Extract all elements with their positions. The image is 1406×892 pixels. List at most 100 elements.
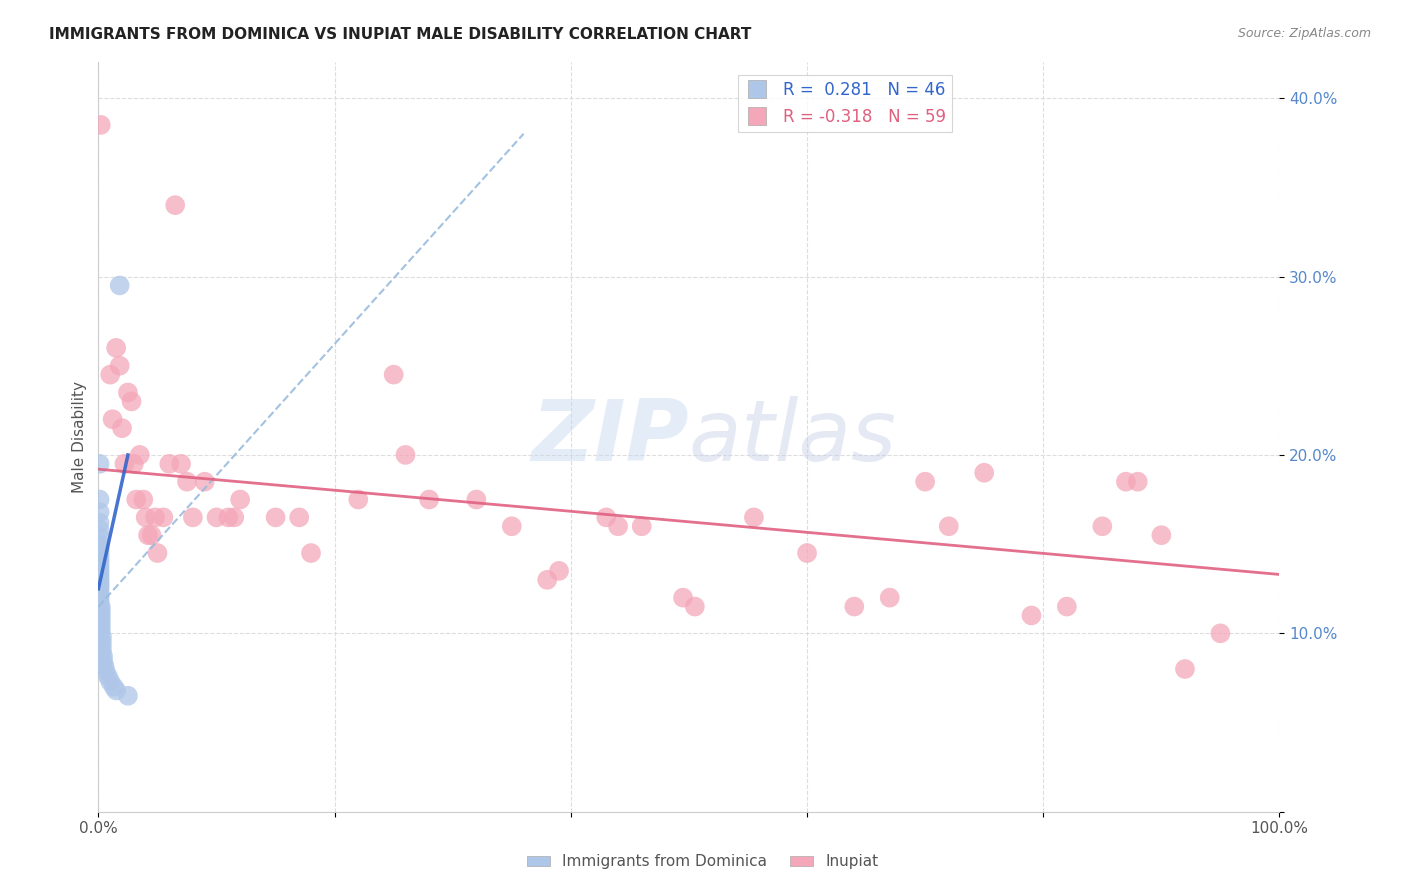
Point [122,457,145,471]
Point [181,510,204,524]
Point [89,576,111,591]
Point [91,649,114,664]
Point [136,528,159,542]
Point [89,516,111,530]
Point [91,635,114,649]
Point [205,510,228,524]
Point [394,448,416,462]
Point [229,492,252,507]
Point [165,198,187,212]
Point [217,510,239,524]
Point [105,341,128,355]
Point [117,689,139,703]
Point [501,519,523,533]
Point [97,669,120,683]
Point [108,278,131,293]
Point [89,555,111,569]
Point [382,368,405,382]
Point [89,544,111,558]
Point [1174,662,1197,676]
Point [89,492,111,507]
Point [89,505,111,519]
Point [90,599,112,614]
Point [94,664,117,678]
Point [117,385,139,400]
Point [90,614,112,628]
Point [98,368,121,382]
Point [105,683,128,698]
Point [90,621,112,635]
Point [630,519,652,533]
Point [224,510,246,524]
Point [1056,599,1078,614]
Point [465,492,488,507]
Point [89,541,111,555]
Point [1209,626,1232,640]
Point [90,617,112,632]
Point [89,566,111,580]
Point [1021,608,1043,623]
Point [89,457,111,471]
Point [89,585,111,599]
Text: IMMIGRANTS FROM DOMINICA VS INUPIAT MALE DISABILITY CORRELATION CHART: IMMIGRANTS FROM DOMINICA VS INUPIAT MALE… [49,27,752,42]
Point [89,569,111,583]
Text: ZIP: ZIP [531,395,689,479]
Point [90,607,112,621]
Point [89,548,111,562]
Point [89,558,111,573]
Point [89,573,111,587]
Point [796,546,818,560]
Point [91,640,114,655]
Point [112,457,135,471]
Point [879,591,901,605]
Point [1115,475,1137,489]
Point [1126,475,1149,489]
Point [143,510,166,524]
Point [91,655,114,669]
Point [108,359,131,373]
Point [89,596,111,610]
Point [89,537,111,551]
Point [973,466,995,480]
Point [132,492,155,507]
Point [103,680,125,694]
Point [938,519,960,533]
Point [90,610,112,624]
Point [89,578,111,592]
Point [548,564,571,578]
Point [121,394,143,409]
Point [146,546,169,560]
Point [89,551,111,566]
Point [914,475,936,489]
Point [683,599,706,614]
Point [141,528,163,542]
Point [135,510,157,524]
Point [90,624,112,639]
Point [157,457,180,471]
Point [1091,519,1114,533]
Point [672,591,695,605]
Point [91,630,114,644]
Point [89,523,111,537]
Point [89,562,111,576]
Point [90,603,112,617]
Point [128,448,150,462]
Point [176,475,198,489]
Y-axis label: Male Disability: Male Disability [72,381,87,493]
Legend: Immigrants from Dominica, Inupiat: Immigrants from Dominica, Inupiat [522,848,884,875]
Point [101,412,124,426]
Point [89,592,111,607]
Text: Source: ZipAtlas.com: Source: ZipAtlas.com [1237,27,1371,40]
Point [607,519,630,533]
Point [264,510,287,524]
Point [418,492,440,507]
Point [347,492,370,507]
Text: atlas: atlas [689,395,897,479]
Point [299,546,322,560]
Legend: R =  0.281   N = 46, R = -0.318   N = 59: R = 0.281 N = 46, R = -0.318 N = 59 [738,75,952,132]
Point [170,457,193,471]
Point [98,674,121,689]
Point [595,510,617,524]
Point [90,118,112,132]
Point [111,421,134,435]
